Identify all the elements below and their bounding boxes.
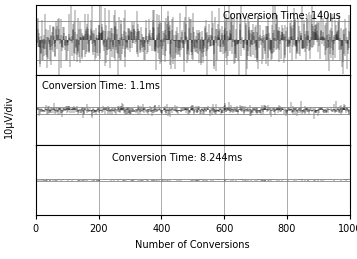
Text: 10μV/div: 10μV/div — [4, 95, 14, 138]
Text: Conversion Time: 8.244ms: Conversion Time: 8.244ms — [112, 153, 242, 163]
Text: Conversion Time: 1.1ms: Conversion Time: 1.1ms — [42, 81, 160, 91]
Text: Conversion Time: 140μs: Conversion Time: 140μs — [223, 11, 341, 21]
X-axis label: Number of Conversions: Number of Conversions — [135, 240, 250, 250]
